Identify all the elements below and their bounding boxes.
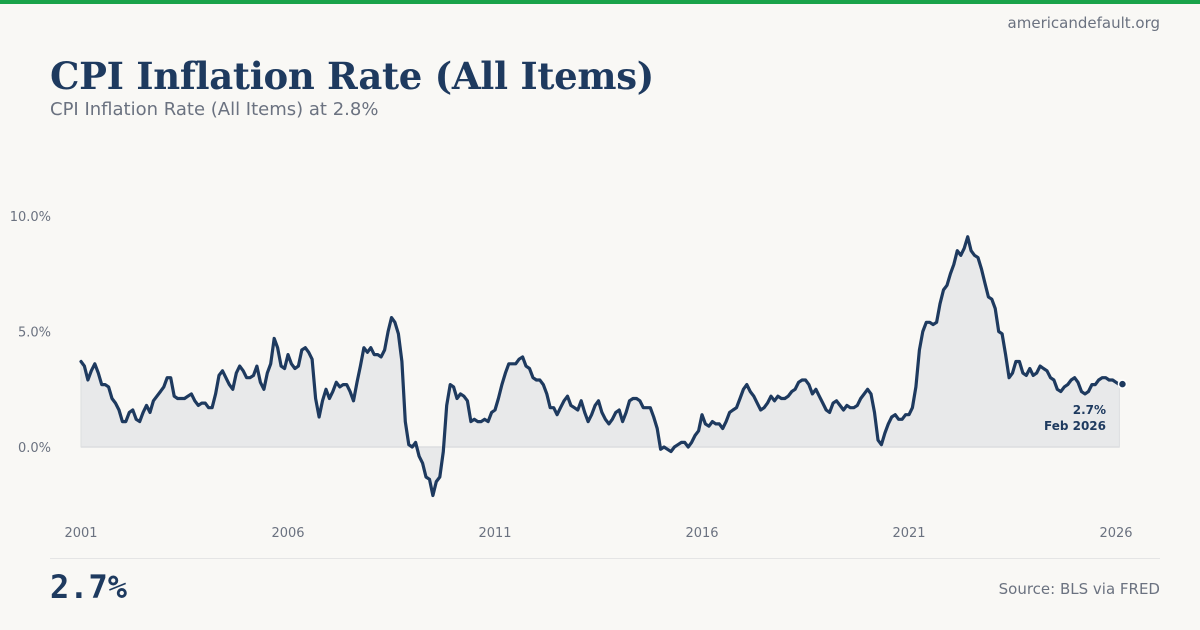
source-note: Source: BLS via FRED (998, 580, 1160, 598)
x-tick-label: 2026 (1099, 526, 1132, 541)
x-tick-label: 2021 (892, 526, 925, 541)
area-fill (80, 234, 1120, 496)
y-tick-label: 10.0% (10, 210, 51, 225)
current-value: 2.7% (50, 568, 128, 606)
x-tick-label: 2001 (64, 526, 97, 541)
latest-date-label: Feb 2026 (1044, 419, 1106, 433)
y-axis: 0.0% 5.0% 10.0% (10, 210, 51, 456)
page-title: CPI Inflation Rate (All Items) (50, 54, 654, 98)
latest-point-marker (1117, 379, 1128, 389)
accent-bar (0, 0, 1200, 4)
page-subtitle: CPI Inflation Rate (All Items) at 2.8% (50, 99, 379, 120)
footer-divider (50, 558, 1160, 559)
site-name[interactable]: americandefault.org (1007, 14, 1160, 32)
x-tick-label: 2011 (478, 526, 511, 541)
x-tick-label: 2006 (271, 526, 304, 541)
series-line (79, 235, 1121, 498)
latest-value-label: 2.7% (1073, 403, 1106, 417)
x-axis: 2001 2006 2011 2016 2021 2026 (64, 526, 1132, 541)
x-tick-label: 2016 (685, 526, 718, 541)
y-tick-label: 0.0% (18, 441, 51, 456)
y-tick-label: 5.0% (18, 326, 51, 341)
